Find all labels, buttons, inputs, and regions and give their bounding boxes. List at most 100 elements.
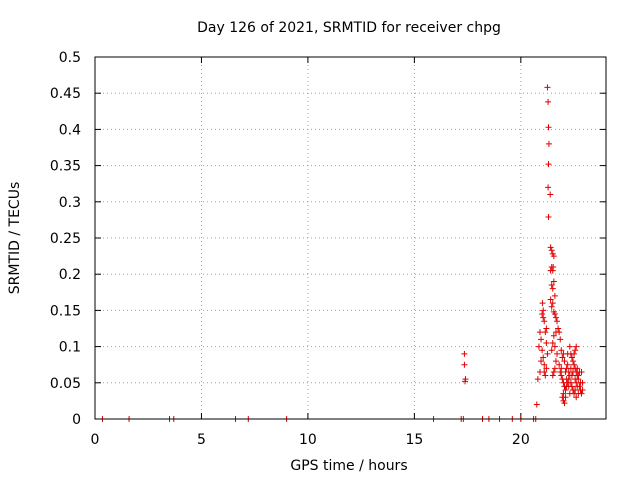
data-point [569,368,576,375]
y-tick-label: 0.4 [59,122,81,138]
data-point [552,314,559,321]
data-point [560,350,567,357]
data-point [544,350,551,357]
y-tick-labels: 0 0.05 0.1 0.15 0.2 0.25 0.3 0.35 0.4 0.45 0.5 [50,50,81,428]
chart-title: Day 126 of 2021, SRMTID for receiver chp… [197,20,501,36]
data-point [535,343,542,350]
data-point [571,361,578,368]
data-point [461,361,468,368]
data-point [549,285,556,292]
data-point [549,339,556,346]
data-point [566,343,573,350]
data-point [550,368,557,375]
y-axis-label: SRMTID / TECUs [7,182,23,295]
data-point [540,314,547,321]
data-point [533,401,540,408]
data-point [547,191,554,198]
data-point [550,278,557,285]
data-point [540,307,547,314]
data-point [550,332,557,339]
y-tick-label: 0.15 [50,303,81,319]
data-point [575,390,582,397]
data-point [573,343,580,350]
data-point [543,365,550,372]
data-point [572,347,579,354]
data-point [559,354,566,361]
x-tick-labels: 0 5 10 15 20 [91,432,530,448]
data-point [539,300,546,307]
y-tick-label: 0 [72,412,81,428]
data-point [560,390,567,397]
x-tick-label: 0 [91,432,100,448]
data-point [545,214,552,221]
data-point [548,347,555,354]
y-tick-label: 0.45 [50,86,81,102]
data-point [547,244,554,251]
y-tick-label: 0.35 [50,159,81,175]
data-point [558,347,565,354]
y-tick-label: 0.2 [59,267,81,283]
data-points [99,84,586,422]
data-point [541,361,548,368]
data-point [571,350,578,357]
x-tick-label: 5 [197,432,206,448]
data-point [558,372,565,379]
data-point [547,267,554,274]
y-tick-label: 0.5 [59,50,81,66]
data-point [575,372,582,379]
data-point [543,339,550,346]
data-point [540,354,547,361]
y-tick-label: 0.3 [59,195,81,211]
data-point [574,383,581,390]
data-point [569,358,576,365]
data-point [539,311,546,318]
data-point [547,296,554,303]
x-tick-label: 15 [405,432,423,448]
data-point [541,368,548,375]
data-point [539,347,546,354]
data-point [551,365,558,372]
data-point [577,379,584,386]
x-tick-label: 20 [512,432,530,448]
y-tick-label: 0.25 [50,231,81,247]
data-point [545,140,552,147]
data-point [536,329,543,336]
data-point [548,247,555,254]
data-point [549,300,556,307]
data-point [543,325,550,332]
data-point [550,253,557,260]
data-point [555,325,562,332]
y-tick-label: 0.05 [50,376,81,392]
data-point [564,361,571,368]
data-point [462,378,469,385]
data-point [557,368,564,375]
data-point [579,387,586,394]
plot-frame [94,56,607,420]
data-point [551,343,558,350]
data-point [551,311,558,318]
data-point [544,84,551,91]
grid-lines [95,57,606,419]
data-point [548,303,555,310]
data-point [548,282,555,289]
data-point [561,400,568,407]
data-point [576,368,583,375]
data-point [545,161,552,168]
data-point [563,376,570,383]
data-point [558,365,565,372]
data-point [549,372,556,379]
data-point [572,376,579,383]
data-point [562,394,569,401]
data-point [556,329,563,336]
data-point [567,379,574,386]
data-point [554,318,561,325]
data-point [566,390,573,397]
data-point [574,365,581,372]
data-point [551,292,558,299]
data-point [557,336,564,343]
data-point [461,350,468,357]
data-point [561,358,568,365]
x-tick-label: 10 [299,432,317,448]
data-point [567,365,574,372]
x-axis-label: GPS time / hours [290,458,407,474]
